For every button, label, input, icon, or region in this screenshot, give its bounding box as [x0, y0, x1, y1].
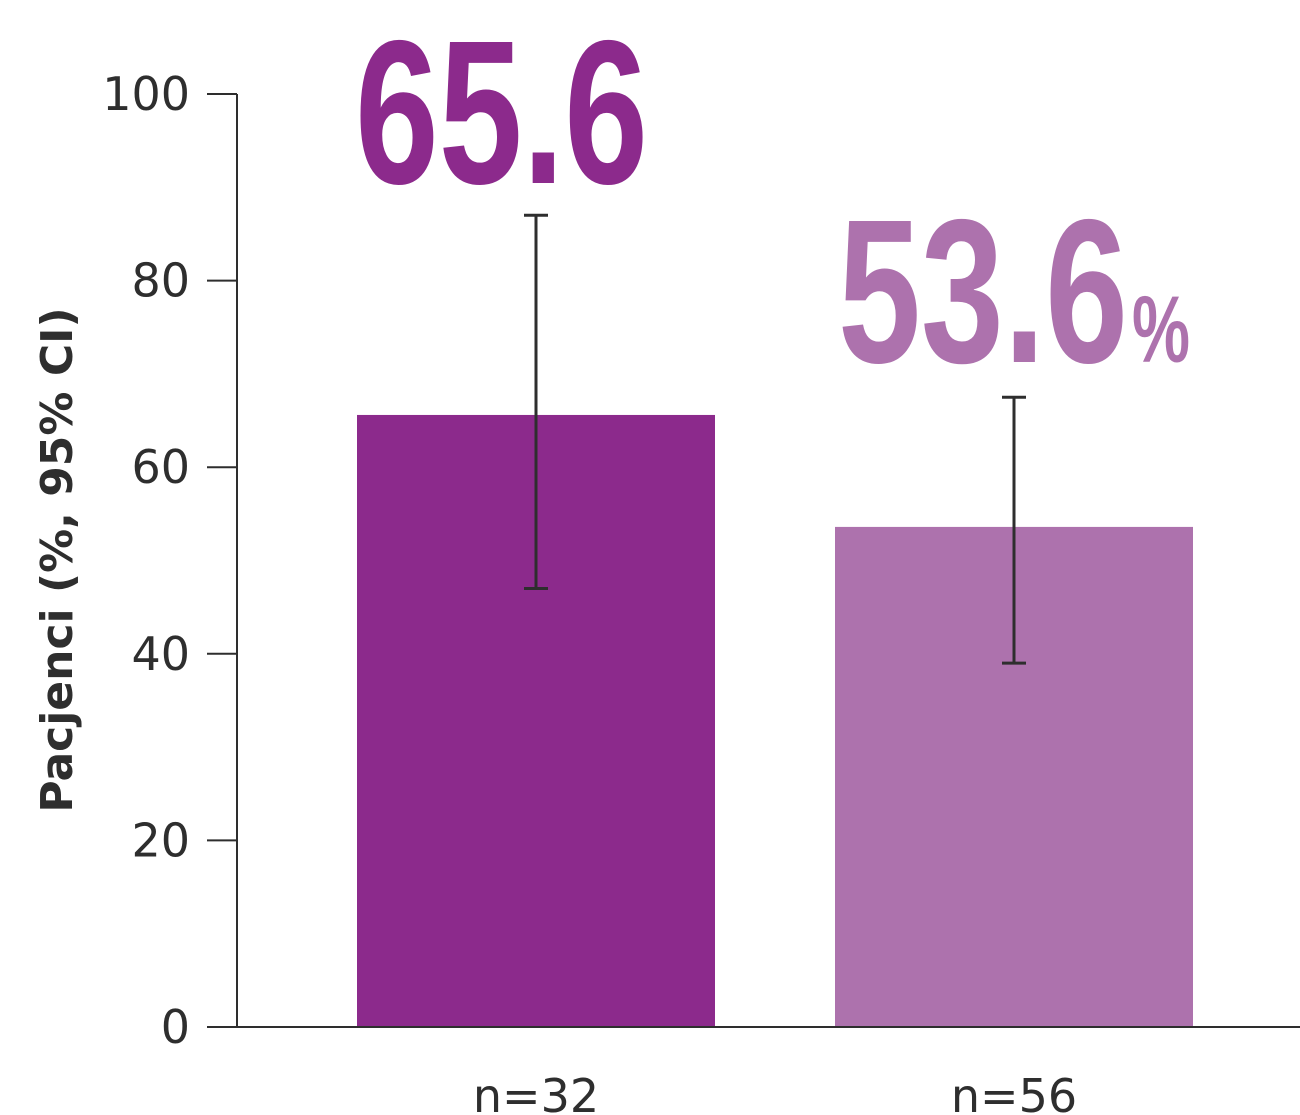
y-tick-label-80: 80: [131, 254, 190, 308]
error-bar-2: [1002, 395, 1026, 665]
error-bars: [524, 213, 1026, 665]
category-label-1: n=32: [473, 1069, 599, 1115]
y-axis: 0 20 40 60 80 100: [102, 67, 238, 1054]
y-tick-label-40: 40: [131, 627, 190, 681]
y-tick-label-0: 0: [161, 1000, 190, 1054]
y-tick-label-60: 60: [131, 440, 190, 494]
error-bar-1: [524, 213, 548, 590]
value-labels: 65.6 53.6%: [355, 0, 1190, 406]
y-axis-title: Pacjenci (%, 95% CI): [32, 307, 83, 812]
category-label-2: n=56: [951, 1069, 1077, 1115]
value-label-1: 65.6: [355, 0, 648, 227]
y-tick-label-20: 20: [131, 813, 190, 867]
x-axis: n=32 n=56: [237, 1026, 1300, 1115]
bars: [357, 414, 1193, 1027]
value-label-2: 53.6: [838, 177, 1128, 406]
y-tick-label-100: 100: [102, 67, 190, 121]
value-unit-2: %: [1132, 277, 1190, 383]
